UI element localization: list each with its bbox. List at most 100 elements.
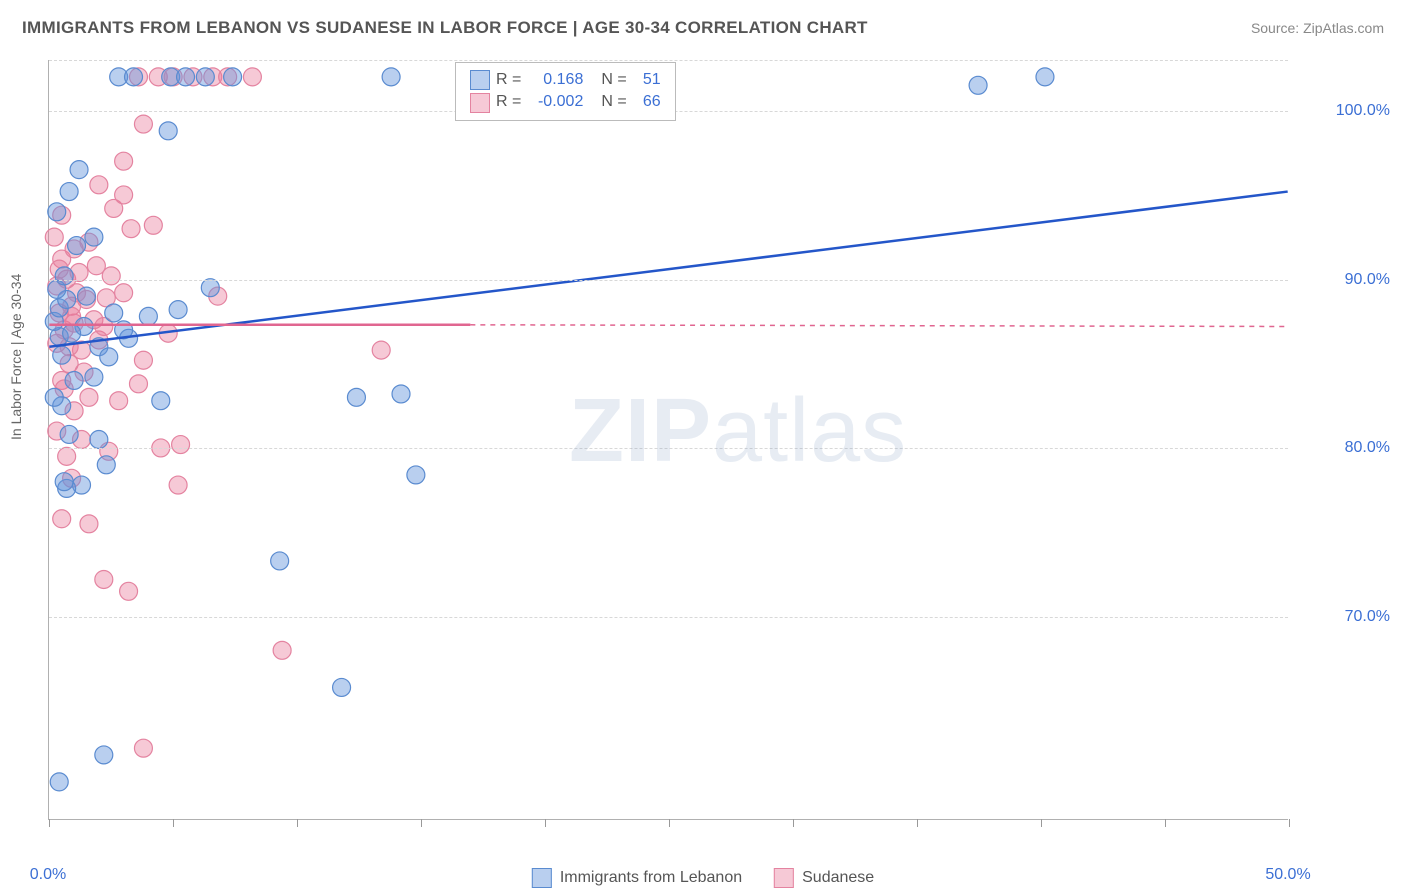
scatter-point [372, 341, 390, 359]
scatter-point [85, 228, 103, 246]
scatter-point [392, 385, 410, 403]
n-label: N = [601, 91, 626, 113]
correlation-legend: R = 0.168 N = 51 R = -0.002 N = 66 [455, 62, 676, 121]
scatter-point [63, 324, 81, 342]
legend-label-lebanon: Immigrants from Lebanon [560, 869, 742, 887]
scatter-point [53, 510, 71, 528]
x-tick-label: 0.0% [30, 866, 66, 884]
legend-swatch [470, 70, 490, 90]
scatter-point [347, 388, 365, 406]
scatter-point [159, 122, 177, 140]
scatter-point [172, 436, 190, 454]
scatter-point [80, 515, 98, 533]
y-axis-label: In Labor Force | Age 30-34 [8, 274, 24, 440]
n-label: N = [601, 69, 626, 91]
scatter-point [105, 304, 123, 322]
x-tick [1041, 819, 1042, 827]
scatter-point [97, 456, 115, 474]
scatter-point [273, 641, 291, 659]
x-tick [421, 819, 422, 827]
x-tick [1289, 819, 1290, 827]
title-bar: IMMIGRANTS FROM LEBANON VS SUDANESE IN L… [22, 18, 1384, 38]
scatter-point [139, 307, 157, 325]
plot-area: ZIPatlas [48, 60, 1288, 820]
chart-container: IMMIGRANTS FROM LEBANON VS SUDANESE IN L… [0, 0, 1406, 892]
swatch-lebanon [532, 868, 552, 888]
series-legend: Immigrants from Lebanon Sudanese [532, 868, 874, 888]
y-tick-label: 80.0% [1345, 439, 1390, 457]
x-tick-label: 50.0% [1265, 866, 1310, 884]
scatter-point [100, 348, 118, 366]
scatter-point [95, 571, 113, 589]
x-tick [669, 819, 670, 827]
r-value: -0.002 [527, 91, 583, 113]
x-tick [1165, 819, 1166, 827]
scatter-point [224, 68, 242, 86]
scatter-point [122, 220, 140, 238]
legend-row: R = -0.002 N = 66 [470, 91, 661, 113]
y-tick-label: 90.0% [1345, 271, 1390, 289]
scatter-point [80, 388, 98, 406]
legend-label-sudanese: Sudanese [802, 869, 874, 887]
scatter-point [134, 739, 152, 757]
scatter-point [60, 425, 78, 443]
scatter-point [969, 76, 987, 94]
scatter-point [407, 466, 425, 484]
source-label: Source: ZipAtlas.com [1251, 20, 1384, 36]
legend-item-lebanon: Immigrants from Lebanon [532, 868, 742, 888]
scatter-point [45, 228, 63, 246]
scatter-point [115, 152, 133, 170]
scatter-point [77, 287, 95, 305]
legend-item-sudanese: Sudanese [774, 868, 874, 888]
scatter-point [382, 68, 400, 86]
x-tick [297, 819, 298, 827]
y-tick-label: 70.0% [1345, 608, 1390, 626]
legend-row: R = 0.168 N = 51 [470, 69, 661, 91]
scatter-point [53, 346, 71, 364]
x-tick [49, 819, 50, 827]
legend-swatch [470, 93, 490, 113]
scatter-point [48, 203, 66, 221]
scatter-point [70, 161, 88, 179]
y-tick-label: 100.0% [1336, 102, 1390, 120]
r-label: R = [496, 69, 521, 91]
scatter-point [58, 447, 76, 465]
scatter-point [196, 68, 214, 86]
scatter-point [102, 267, 120, 285]
scatter-point [169, 476, 187, 494]
scatter-point [134, 351, 152, 369]
n-value: 66 [633, 91, 661, 113]
scatter-point [95, 746, 113, 764]
trend-line-dash [470, 325, 1287, 327]
scatter-point [177, 68, 195, 86]
gridline-h [49, 448, 1288, 449]
scatter-point [134, 115, 152, 133]
x-tick [545, 819, 546, 827]
scatter-point [152, 392, 170, 410]
scatter-point [169, 301, 187, 319]
scatter-point [271, 552, 289, 570]
scatter-point [55, 473, 73, 491]
swatch-sudanese [774, 868, 794, 888]
scatter-point [50, 773, 68, 791]
n-value: 51 [633, 69, 661, 91]
r-value: 0.168 [527, 69, 583, 91]
gridline-h [49, 617, 1288, 618]
scatter-point [129, 375, 147, 393]
scatter-point [243, 68, 261, 86]
scatter-svg-layer [49, 60, 1288, 819]
trend-line [49, 192, 1287, 347]
x-tick [173, 819, 174, 827]
x-tick [917, 819, 918, 827]
scatter-point [55, 267, 73, 285]
r-label: R = [496, 91, 521, 113]
x-tick [793, 819, 794, 827]
scatter-point [68, 237, 86, 255]
scatter-point [110, 392, 128, 410]
scatter-point [125, 68, 143, 86]
scatter-point [120, 582, 138, 600]
scatter-point [65, 371, 83, 389]
scatter-point [201, 279, 219, 297]
scatter-point [90, 176, 108, 194]
gridline-h [49, 280, 1288, 281]
